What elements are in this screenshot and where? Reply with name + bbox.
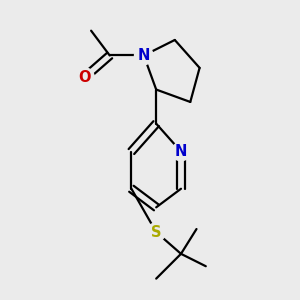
Circle shape [147, 223, 166, 242]
Circle shape [134, 46, 153, 65]
Text: N: N [175, 144, 187, 159]
Text: N: N [138, 48, 150, 63]
Circle shape [172, 142, 190, 161]
Text: S: S [151, 225, 161, 240]
Text: O: O [79, 70, 91, 85]
Circle shape [76, 68, 94, 86]
